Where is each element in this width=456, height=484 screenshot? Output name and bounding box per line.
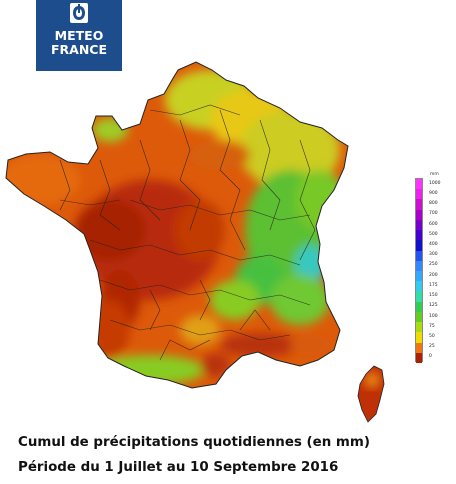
- legend-swatch: [416, 250, 422, 262]
- legend-label: 250: [429, 262, 438, 268]
- legend-swatch: [416, 240, 422, 252]
- legend-color-bar: [415, 178, 423, 364]
- france-outline: [5, 61, 349, 389]
- legend-label: 800: [429, 201, 438, 207]
- legend-label: 500: [429, 231, 438, 237]
- legend-swatch: [416, 260, 422, 272]
- legend-label: 300: [429, 252, 438, 258]
- legend-swatch: [416, 311, 422, 323]
- legend-swatch: [416, 199, 422, 211]
- logo-text-line1: METEO: [54, 28, 104, 43]
- legend-label: 200: [429, 272, 438, 278]
- legend-swatch: [416, 271, 422, 282]
- legend-label: 1000: [429, 180, 441, 186]
- meteo-france-logo-icon: [70, 3, 88, 23]
- legend-swatch: [416, 281, 422, 292]
- legend-label: 100: [429, 313, 438, 319]
- corsica-outline: [357, 365, 385, 423]
- legend-swatch: [416, 301, 422, 313]
- legend-label: 400: [429, 241, 438, 247]
- legend-unit: mm: [430, 172, 439, 177]
- france-precipitation-map: [5, 61, 385, 423]
- legend-swatch: [416, 291, 422, 303]
- precipitation-legend: mm 1000 900 800 700 600 500 400 300 250 200 175 150…: [411, 172, 456, 367]
- legend-swatch: [416, 342, 422, 354]
- logo-text-line2: FRANCE: [50, 42, 107, 57]
- legend-label: 900: [429, 190, 438, 196]
- legend-swatch: [416, 352, 422, 364]
- caption-line2: Période du 1 Juillet au 10 Septembre 201…: [18, 460, 339, 475]
- legend-swatch: [416, 332, 422, 344]
- legend-swatch: [416, 179, 422, 190]
- caption-line1: Cumul de précipitations quotidiennes (en…: [18, 435, 370, 450]
- legend-swatch: [416, 322, 422, 333]
- legend-label: 50: [429, 333, 435, 339]
- legend-swatch: [416, 189, 422, 200]
- legend-label: 0: [429, 354, 432, 360]
- meteo-france-logo: METEO FRANCE: [36, 0, 122, 71]
- legend-label: 125: [429, 303, 438, 309]
- legend-label: 75: [429, 323, 435, 329]
- legend-label: 175: [429, 282, 438, 288]
- legend-label: 700: [429, 211, 438, 217]
- legend-label: 600: [429, 221, 438, 227]
- legend-label: 150: [429, 293, 438, 299]
- legend-swatch: [416, 219, 422, 231]
- precipitation-map: [0, 55, 400, 430]
- legend-swatch: [416, 230, 422, 241]
- legend-label: 25: [429, 344, 435, 350]
- legend-swatch: [416, 209, 422, 221]
